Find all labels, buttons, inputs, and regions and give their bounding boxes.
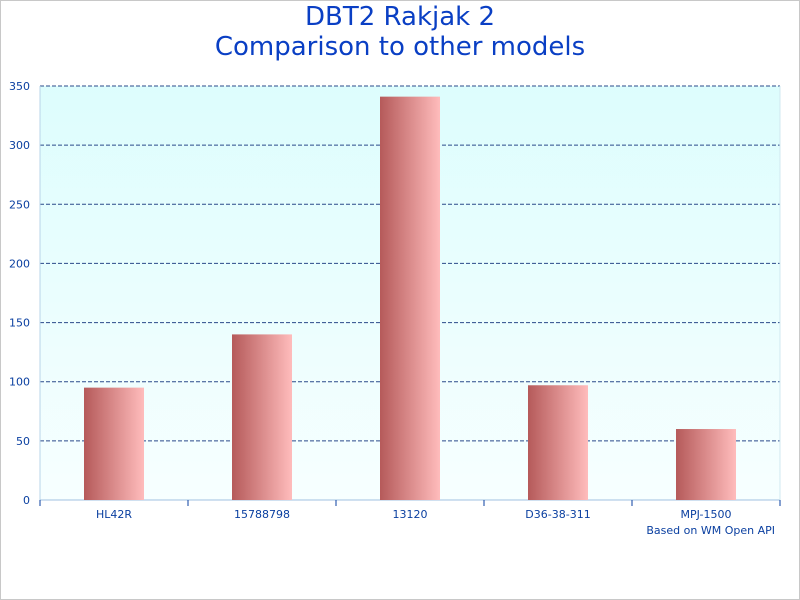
y-tick-label: 0 bbox=[23, 494, 30, 507]
y-tick-label: 150 bbox=[9, 317, 30, 330]
y-tick-label: 200 bbox=[9, 257, 30, 270]
bar bbox=[528, 385, 588, 500]
credit-note: Based on WM Open API bbox=[646, 524, 775, 537]
y-tick-label: 250 bbox=[9, 198, 30, 211]
bar bbox=[380, 96, 440, 500]
x-tick-label: 15788798 bbox=[234, 508, 290, 521]
y-tick-label: 300 bbox=[9, 139, 30, 152]
bar bbox=[232, 334, 292, 500]
chart-title-line1: DBT2 Rakjak 2 bbox=[304, 2, 496, 32]
x-tick-label: 13120 bbox=[393, 508, 428, 521]
y-tick-label: 100 bbox=[9, 376, 30, 389]
chart-title-line2: Comparison to other models bbox=[214, 32, 586, 62]
bar bbox=[676, 429, 736, 500]
bar bbox=[84, 387, 144, 500]
x-tick-label: HL42R bbox=[96, 508, 132, 521]
chart-title: DBT2 Rakjak 2 Comparison to other models bbox=[0, 2, 800, 62]
y-tick-label: 50 bbox=[16, 435, 30, 448]
x-tick-label: MPJ-1500 bbox=[681, 508, 732, 521]
y-tick-label: 350 bbox=[9, 80, 30, 93]
x-tick-label: D36-38-311 bbox=[525, 508, 590, 521]
